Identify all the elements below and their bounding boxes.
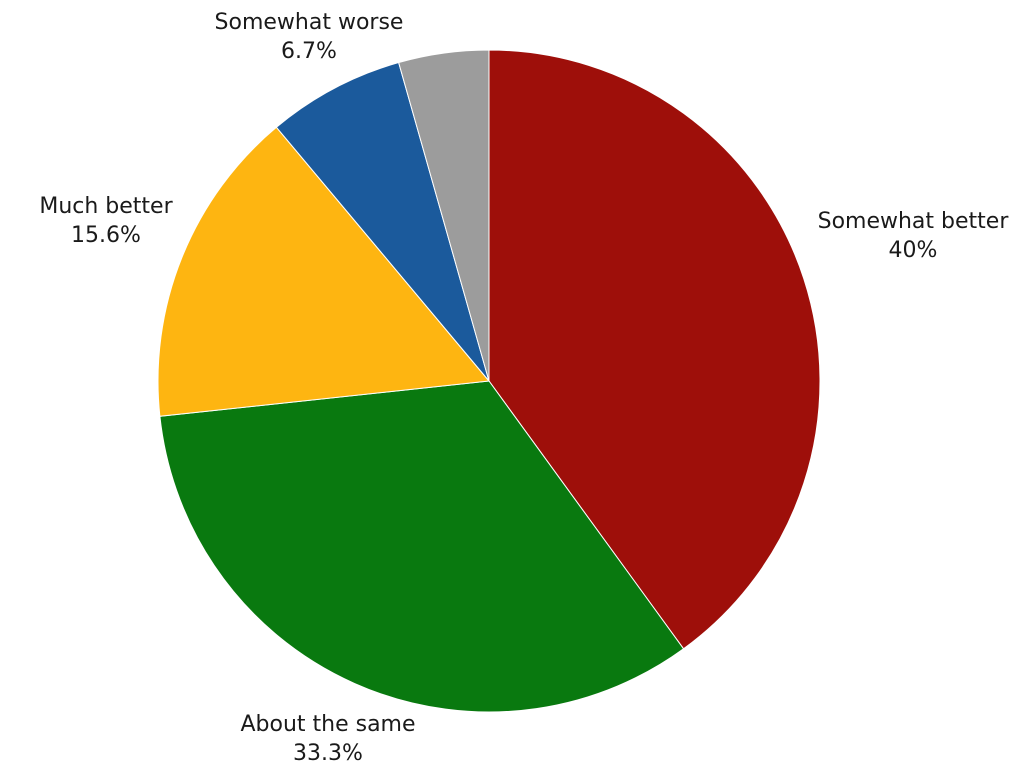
- pie-labels: Somewhat better 40% About the same 33.3% Muc…: [39, 10, 1009, 766]
- slice-label-name: Somewhat worse: [215, 10, 404, 35]
- slice-label-much-better: Much better 15.6%: [39, 194, 173, 248]
- pie-slice-somewhat-better: [488, 49, 821, 650]
- slice-label-name: Somewhat better: [818, 209, 1010, 234]
- slice-label-about-the-same: About the same 33.3%: [240, 712, 415, 766]
- slice-label-value: 40%: [889, 238, 938, 263]
- slice-label-value: 15.6%: [71, 223, 141, 248]
- slice-label-value: 6.7%: [281, 39, 337, 64]
- pie-slice-unlabeled: [398, 49, 490, 382]
- slice-label-somewhat-better: Somewhat better 40%: [818, 209, 1010, 263]
- slice-label-name: Much better: [39, 194, 173, 219]
- pie-slice-much-better: [157, 126, 490, 417]
- pie-slice-about-the-same: [159, 380, 685, 713]
- slice-label-name: About the same: [240, 712, 415, 737]
- pie-slice-somewhat-worse: [275, 61, 490, 382]
- slice-label-value: 33.3%: [293, 741, 363, 766]
- pie-slices: [157, 49, 821, 713]
- slice-label-somewhat-worse: Somewhat worse 6.7%: [215, 10, 404, 64]
